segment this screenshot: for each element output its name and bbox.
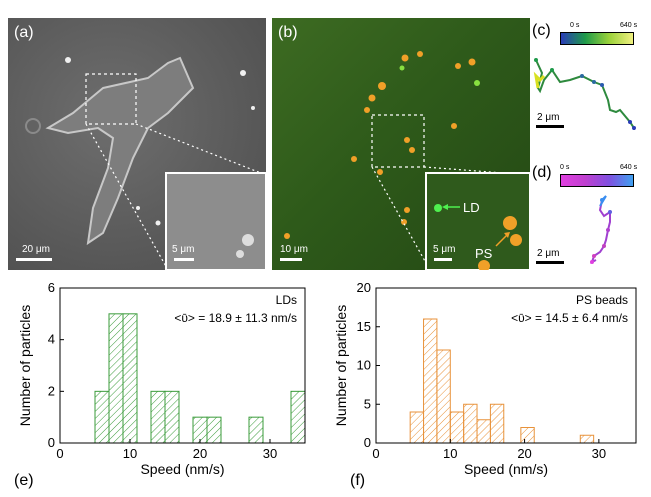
x-tick-label: 30 <box>263 446 277 461</box>
scale-label-b-inset: 5 μm <box>433 244 456 255</box>
histogram-e: (e) 0 10 20 30 0 2 4 6 Speed (nm/s) Number of par… <box>14 280 306 489</box>
histogram-bar <box>108 313 124 444</box>
scale-label-a-inset: 5 μm <box>172 244 195 255</box>
panel-f: (f) 0 10 20 30 0 5 10 15 20 Speed (nm/s) Number of… <box>322 280 648 492</box>
x-axis-label: Speed (nm/s) <box>464 461 548 477</box>
histogram-bar <box>449 411 465 444</box>
histogram-bar <box>150 390 166 444</box>
panel-label-d: (d) <box>532 164 552 181</box>
mean-speed-annotation: <ῡ> = 18.9 ± 11.3 nm/s <box>174 311 297 325</box>
annotation-ld: LD <box>463 200 480 215</box>
histogram-bar <box>489 403 505 444</box>
annotation-ps: PS <box>475 246 493 261</box>
histogram-bar <box>164 390 180 444</box>
histogram-bar <box>94 390 110 444</box>
histogram-bar <box>463 403 478 444</box>
zoom-box-a <box>85 73 137 125</box>
scale-label-d: 2 μm <box>537 248 560 259</box>
x-tick-label: 20 <box>193 446 207 461</box>
x-tick-label: 0 <box>372 446 379 461</box>
panel-d: (d) 0 s 640 s 2 μm <box>530 160 648 270</box>
y-tick-label: 5 <box>364 396 371 411</box>
colorbar-c-end: 640 s <box>620 22 638 29</box>
y-tick-label: 0 <box>364 435 371 450</box>
trajectory-d <box>536 195 612 264</box>
particles-b <box>280 51 531 272</box>
panel-c: (c) 0 s 640 s 2 μm <box>530 18 648 138</box>
colorbar-c <box>560 32 634 45</box>
panel-label-a: (a) <box>14 24 34 41</box>
histogram-bar <box>520 427 535 444</box>
histogram-bar <box>476 419 491 444</box>
scale-label-a: 20 μm <box>22 244 50 255</box>
x-axis-label: Speed (nm/s) <box>140 461 224 477</box>
histogram-bar <box>409 411 425 444</box>
legend-title: LDs <box>276 293 297 307</box>
histogram-bar <box>122 313 138 444</box>
y-axis-label: Number of particles <box>17 305 33 426</box>
x-tick-label: 30 <box>592 446 606 461</box>
colorbar-d-start: 0 s <box>560 164 570 171</box>
colorbar-d-end: 640 s <box>620 164 638 171</box>
x-tick-label: 10 <box>443 446 457 461</box>
y-tick-label: 15 <box>357 319 371 334</box>
panel-e: (e) 0 10 20 30 0 2 4 6 Speed (nm/s) Number of par… <box>0 280 318 492</box>
histogram-bar <box>436 349 451 444</box>
y-tick-label: 2 <box>48 383 55 398</box>
y-tick-label: 10 <box>357 358 371 373</box>
y-tick-label: 4 <box>48 332 55 347</box>
inset-a <box>165 172 267 271</box>
trajectory-c <box>533 58 636 130</box>
histogram-bar <box>290 390 306 444</box>
plot-frame <box>59 287 306 444</box>
y-tick-label: 0 <box>48 435 55 450</box>
panel-label-b: (b) <box>278 24 298 41</box>
panel-label-e: (e) <box>14 472 34 489</box>
histogram-bar <box>206 416 222 444</box>
y-tick-label: 6 <box>48 280 55 295</box>
colorbar-d <box>560 174 634 187</box>
x-tick-label: 10 <box>123 446 137 461</box>
zoom-box-b <box>371 114 425 168</box>
legend-title: PS beads <box>576 293 628 307</box>
scale-label-c: 2 μm <box>537 112 560 123</box>
x-tick-label: 20 <box>517 446 531 461</box>
panel-label-c: (c) <box>532 22 551 39</box>
micrograph-b: (b) LD PS 10 μm 5 μm <box>272 18 531 272</box>
y-tick-label: 20 <box>357 280 371 295</box>
scale-label-b: 10 μm <box>280 244 308 255</box>
micrograph-a: (a) 20 μm 5 μm <box>8 18 267 271</box>
histogram-bar <box>248 416 264 444</box>
panel-label-f: (f) <box>350 472 365 489</box>
histogram-bar <box>423 318 438 444</box>
y-axis-label: Number of particles <box>333 305 349 426</box>
x-tick-label: 0 <box>56 446 63 461</box>
cell-shape-a <box>16 56 267 271</box>
colorbar-c-start: 0 s <box>570 22 580 29</box>
mean-speed-annotation: <ῡ> = 14.5 ± 6.4 nm/s <box>511 311 628 325</box>
histogram-bar <box>579 434 595 444</box>
